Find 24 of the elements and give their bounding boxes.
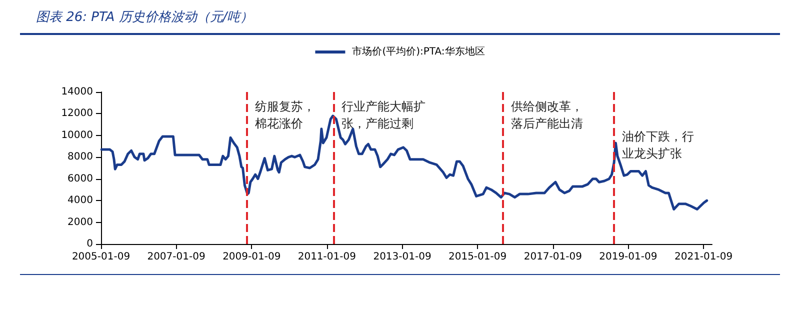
y-tick-label: 2000 — [68, 216, 93, 228]
line-series — [100, 114, 708, 211]
y-tick-label: 8000 — [68, 152, 93, 163]
legend-label: 市场价(平均价):PTA:华东地区 — [352, 46, 485, 58]
x-tick-label: 2007-01-09 — [147, 252, 206, 262]
x-tick-label: 2017-01-09 — [524, 252, 582, 262]
annotation: 行业产能大幅扩张，产能过剩 — [342, 100, 426, 130]
annotation: 纺服复苏，棉花涨价 — [254, 100, 315, 130]
x-tick-label: 2011-01-09 — [298, 252, 356, 262]
y-tick-label: 10000 — [61, 130, 93, 141]
x-tick-label: 2015-01-09 — [448, 252, 507, 262]
x-tick-label: 2021-01-09 — [674, 252, 733, 262]
x-tick-label: 2019-01-09 — [599, 252, 658, 262]
chart-title: 图表 26: PTA 历史价格波动（元/吨） — [36, 9, 254, 26]
x-tick-label: 2013-01-09 — [373, 252, 432, 262]
x-tick-label: 2005-01-09 — [72, 252, 130, 262]
y-tick-label: 12000 — [61, 108, 93, 120]
y-tick-label: 0 — [86, 238, 93, 250]
annotation: 油价下跌，行业龙头扩张 — [622, 130, 694, 160]
y-tick-label: 14000 — [61, 86, 93, 98]
annotation: 供给侧改革，落后产能出清 — [510, 100, 583, 130]
y-tick-label: 4000 — [68, 195, 93, 206]
y-tick-label: 6000 — [68, 173, 93, 184]
x-tick-label: 2009-01-09 — [222, 252, 281, 262]
